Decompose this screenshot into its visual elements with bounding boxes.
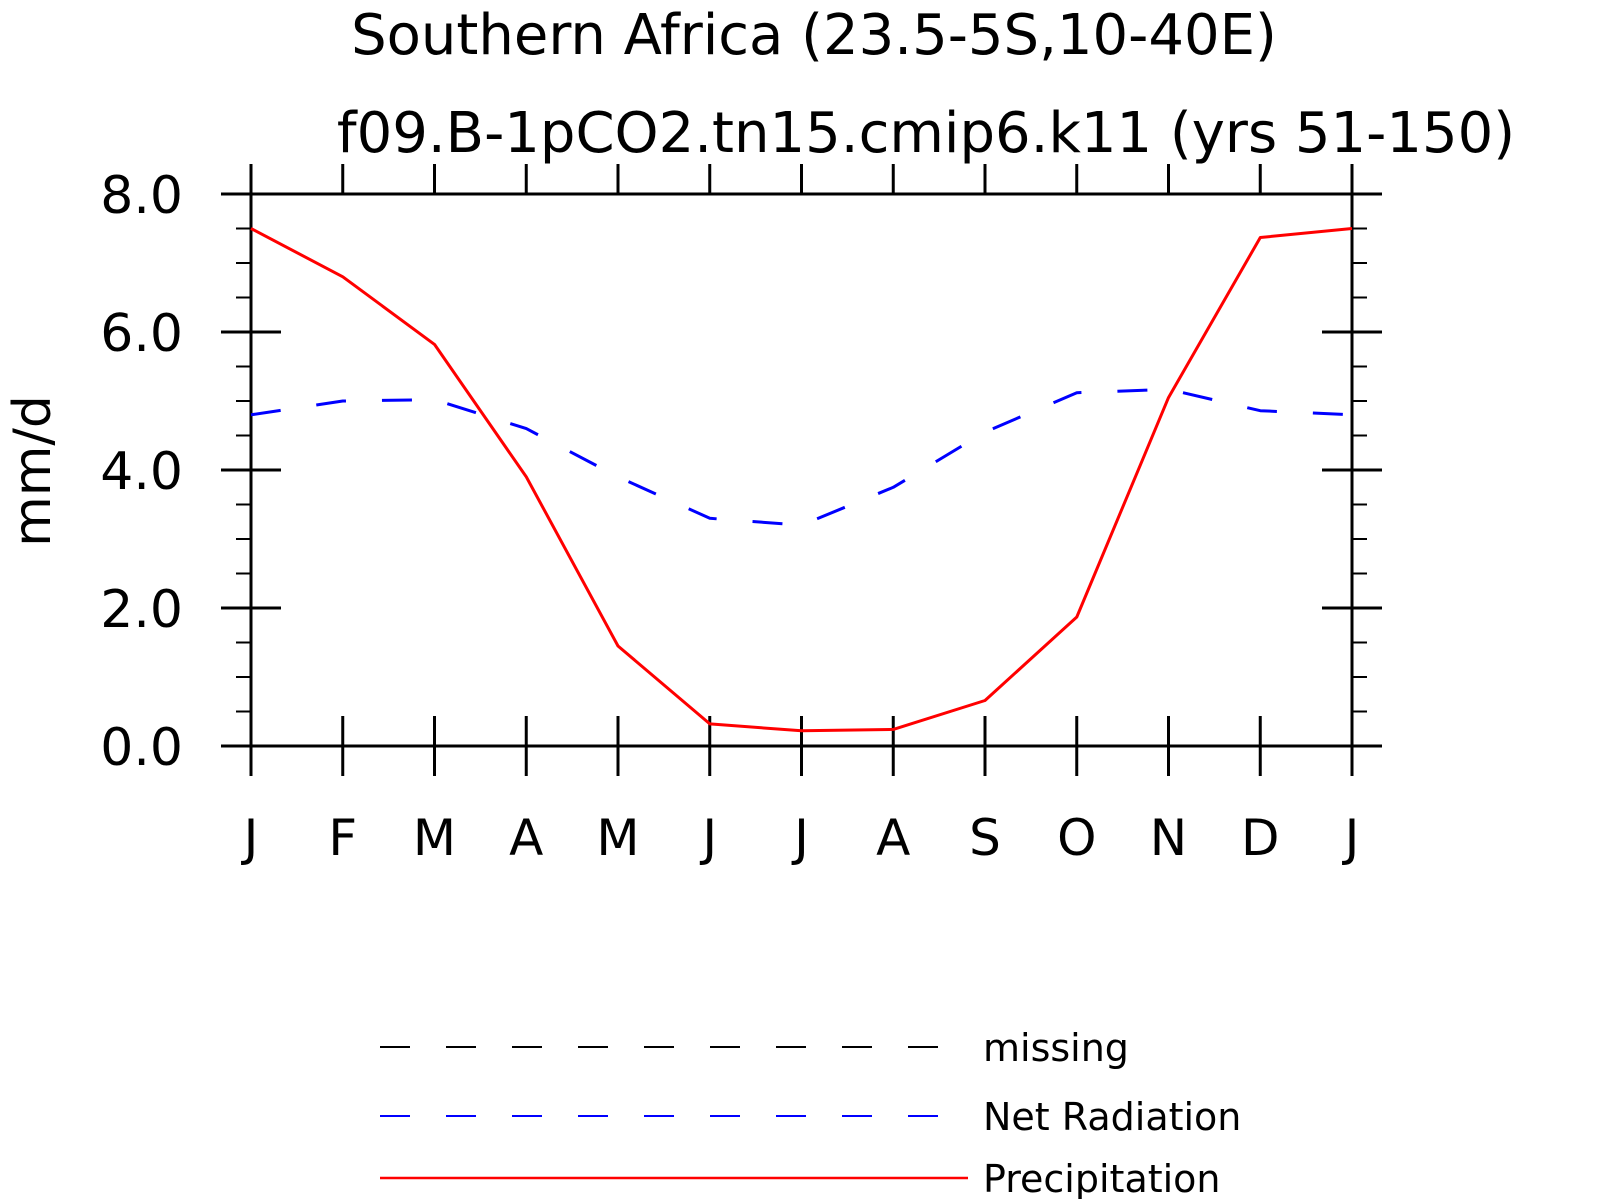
y-tick-label: 8.0 xyxy=(100,166,183,226)
x-tick-label: J xyxy=(1342,809,1360,867)
series-line-net-radiation xyxy=(250,387,1353,527)
legend-label: Precipitation xyxy=(983,1157,1221,1199)
x-tick-label: O xyxy=(1057,809,1096,867)
x-tick-label: J xyxy=(791,809,809,867)
x-tick-label: J xyxy=(699,809,717,867)
x-tick-label: S xyxy=(969,809,1001,867)
y-axis-label: mm/d xyxy=(3,395,63,547)
plot-frame xyxy=(249,192,1354,748)
chart-subtitle: f09.B-1pCO2.tn15.cmip6.k11 (yrs 51-150) xyxy=(337,101,1515,166)
series-line-precipitation xyxy=(250,227,1353,733)
chart-title: Southern Africa (23.5-5S,10-40E) xyxy=(351,3,1277,68)
x-tick-label: N xyxy=(1150,809,1187,867)
legend-label: Net Radiation xyxy=(983,1095,1241,1139)
plot-area: J F M A M J J A S O N D J0.02.04.06.08.0 xyxy=(100,164,1382,867)
x-tick-label: A xyxy=(509,809,543,867)
x-tick-label: M xyxy=(596,809,639,867)
x-tick-label: D xyxy=(1241,809,1280,867)
legend-label: missing xyxy=(983,1026,1129,1070)
x-tick-label: A xyxy=(876,809,910,867)
y-tick-label: 6.0 xyxy=(100,304,183,364)
x-tick-label: J xyxy=(241,809,259,867)
y-tick-label: 4.0 xyxy=(100,442,183,502)
legend: missing Net Radiation Precipitation xyxy=(380,1026,1241,1199)
x-tick-label: F xyxy=(328,809,357,867)
x-tick-label: M xyxy=(413,809,456,867)
y-tick-label: 0.0 xyxy=(100,718,183,778)
y-tick-label: 2.0 xyxy=(100,580,183,640)
